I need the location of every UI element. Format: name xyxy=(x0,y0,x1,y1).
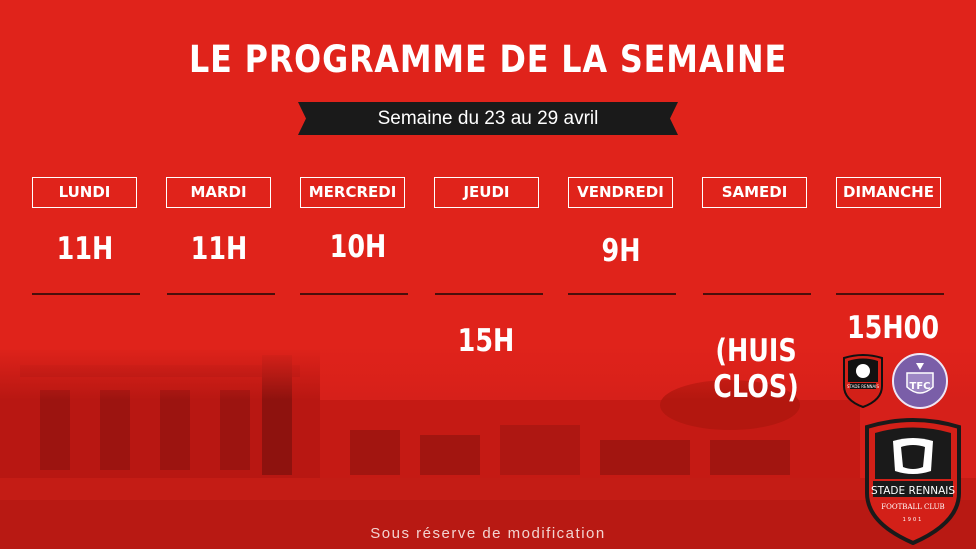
toulouse-crest-text: TFC xyxy=(910,381,931,392)
divider-monday xyxy=(32,293,140,295)
rennes-crest-icon: STADE RENNAIS xyxy=(843,354,883,408)
day-header-friday: VENDREDI xyxy=(568,177,673,208)
time-sunday-match: 15H00 xyxy=(846,310,940,346)
week-banner: Semaine du 23 au 29 avril xyxy=(298,102,678,135)
day-header-wednesday: MERCREDI xyxy=(300,177,405,208)
divider-sunday xyxy=(836,293,944,295)
day-header-saturday: SAMEDI xyxy=(702,177,807,208)
time-tuesday-morning: 11H xyxy=(190,231,248,267)
week-range-label: Semaine du 23 au 29 avril xyxy=(377,108,599,129)
time-friday-morning: 9H xyxy=(601,233,641,269)
day-header-monday: LUNDI xyxy=(32,177,137,208)
toulouse-crest-icon: TFC xyxy=(892,353,948,409)
day-header-thursday: JEUDI xyxy=(434,177,539,208)
divider-wednesday xyxy=(300,293,408,295)
saturday-closed-doors: (HUIS CLOS) xyxy=(713,333,799,405)
rennes-crest-small-text: STADE RENNAIS xyxy=(847,384,879,389)
divider-tuesday xyxy=(167,293,275,295)
logo-club-subtitle: FOOTBALL CLUB xyxy=(881,503,944,511)
divider-saturday xyxy=(703,293,811,295)
day-header-sunday: DIMANCHE xyxy=(836,177,941,208)
banner-ribbon-shape xyxy=(298,102,678,135)
time-wednesday-morning: 10H xyxy=(329,229,387,265)
day-header-tuesday: MARDI xyxy=(166,177,271,208)
divider-friday xyxy=(568,293,676,295)
footer-note: Sous réserve de modification xyxy=(370,525,606,542)
logo-club-name: STADE RENNAIS xyxy=(871,485,955,497)
logo-year: 1901 xyxy=(903,517,924,523)
time-thursday-afternoon: 15H xyxy=(457,323,515,359)
time-monday-morning: 11H xyxy=(56,231,114,267)
stade-rennais-logo: STADE RENNAIS FOOTBALL CLUB 1901 xyxy=(865,418,961,545)
divider-thursday xyxy=(435,293,543,295)
page-title: LE PROGRAMME DE LA SEMAINE xyxy=(188,38,788,81)
